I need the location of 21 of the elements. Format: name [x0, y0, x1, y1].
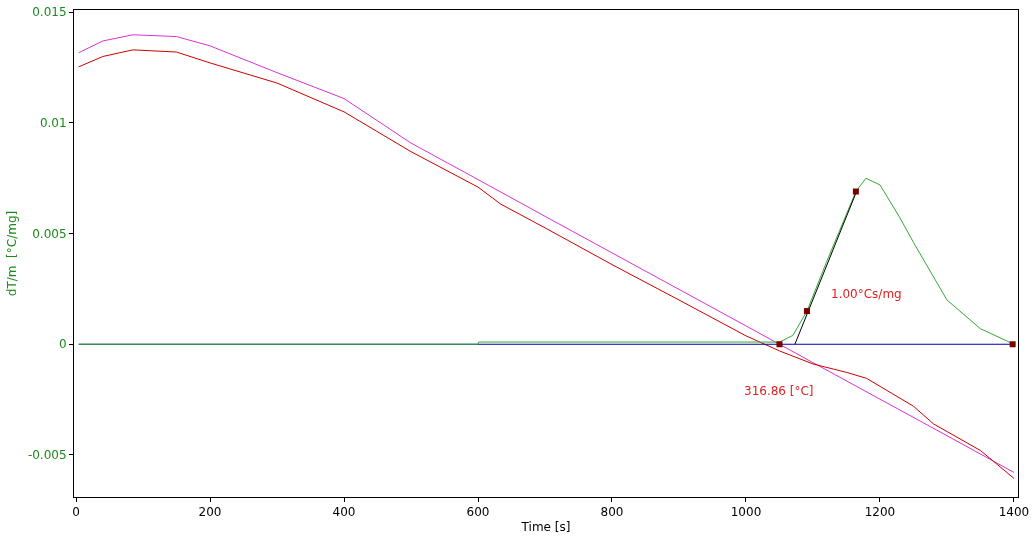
- x-tick-label: 1200: [864, 505, 896, 520]
- y-tick-label: 0.01: [39, 116, 67, 131]
- annotation: 316.86 [°C]: [744, 384, 814, 398]
- x-axis-title: Time [s]: [520, 520, 571, 535]
- annotation: 1.00°Cs/mg: [831, 287, 902, 301]
- point: [803, 308, 810, 315]
- y-tick-label: 0.005: [32, 226, 67, 241]
- point: [852, 188, 859, 195]
- x-tick-label: 0: [72, 505, 80, 520]
- x-tick-label: 400: [332, 505, 356, 520]
- point: [1009, 341, 1016, 348]
- point: [776, 341, 783, 348]
- y-tick-label: 0.015: [32, 5, 67, 20]
- x-tick-label: 1000: [730, 505, 762, 520]
- y-axis-title: dT/m [°C/mg]: [5, 210, 20, 297]
- x-tick-label: 200: [198, 505, 222, 520]
- x-tick-label: 800: [600, 505, 624, 520]
- x-tick-label: 600: [466, 505, 490, 520]
- x-tick-label: 1400: [998, 505, 1030, 520]
- y-tick-label: 0: [58, 337, 67, 352]
- y-tick-label: -0.005: [27, 448, 67, 463]
